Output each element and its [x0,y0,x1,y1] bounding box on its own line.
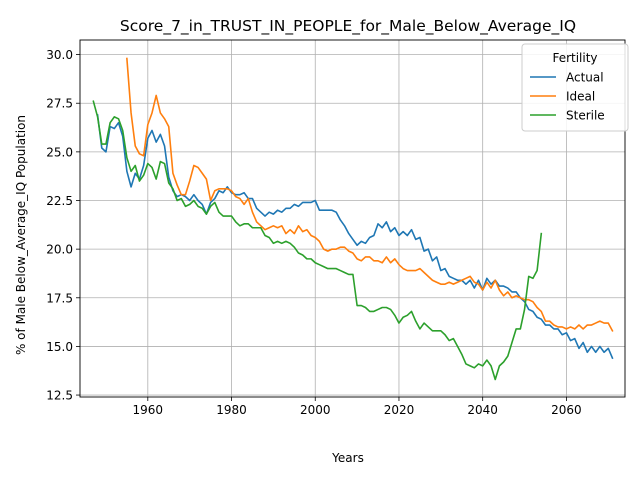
x-tick-label: 2020 [384,403,415,417]
y-tick-label: 20.0 [46,243,73,257]
legend-box [521,43,629,132]
x-tick-label: 1960 [133,403,164,417]
y-tick-label: 25.0 [46,145,73,159]
legend: Fertility Actual Ideal Sterile [521,43,629,132]
legend-label-actual: Actual [566,71,604,85]
chart-title: Score_7_in_TRUST_IN_PEOPLE_for_Male_Belo… [120,17,576,36]
y-tick-label: 15.0 [46,340,73,354]
x-tick-label: 2040 [467,403,498,417]
y-tick-label: 27.5 [46,97,73,111]
legend-entries: Actual Ideal Sterile [530,71,605,123]
y-axis-label: % of Male Below_Average_IQ Population [14,115,28,355]
series-line-actual [96,114,614,360]
x-axis-label: Years [331,451,364,465]
series-lines [92,57,614,381]
x-tick-label: 2060 [551,403,582,417]
x-tick-label: 2000 [300,403,331,417]
series-line-sterile [92,100,543,381]
legend-label-sterile: Sterile [566,109,605,123]
legend-title: Fertility [552,51,597,65]
y-tick-label: 22.5 [46,194,73,208]
x-tick-label: 1980 [216,403,247,417]
series-line-ideal [126,57,614,332]
plot-area-frame [79,39,626,398]
y-tick-label: 17.5 [46,291,73,305]
axis-ticks: 1960 1980 2000 2020 2040 2060 12.5 15.0 17.5 20.0… [46,48,581,417]
y-tick-label: 12.5 [46,389,73,403]
y-tick-label: 30.0 [46,48,73,62]
grid-lines [80,40,625,397]
legend-label-ideal: Ideal [566,90,595,104]
